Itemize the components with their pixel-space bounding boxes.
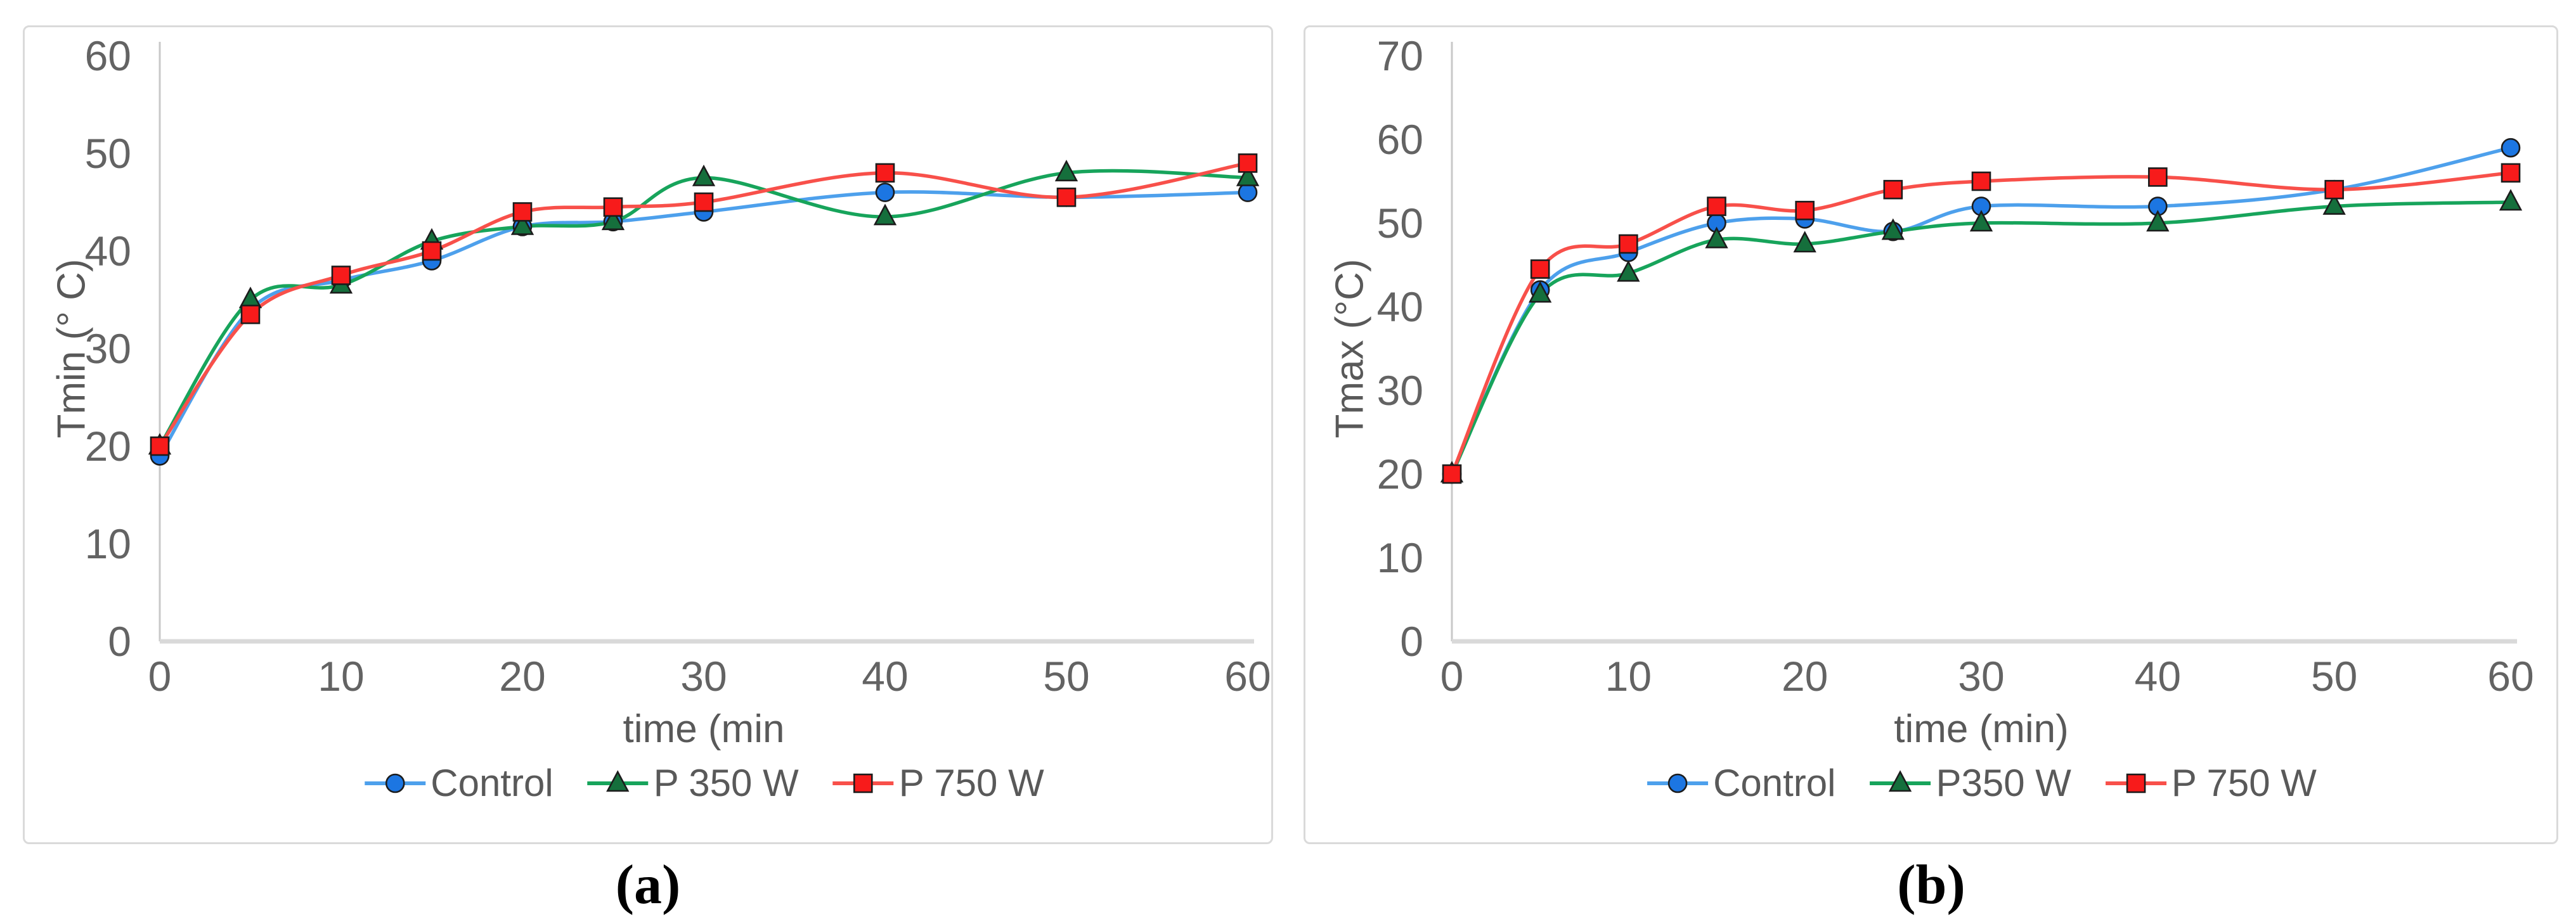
panel-caption-b: (b)	[1897, 854, 1965, 916]
legend-label: P350 W	[1936, 762, 2071, 804]
x-axis-title-a: time (min	[623, 707, 785, 751]
series-line	[1450, 146, 2513, 476]
triangle-legend-marker-icon	[1870, 769, 1931, 792]
y-tick-label: 30	[85, 325, 131, 372]
y-tick-label: 40	[1377, 283, 1423, 330]
y-axis-title-tmin: Tmin (° C)	[49, 259, 94, 439]
y-tick-label: 10	[1377, 534, 1423, 581]
y-tick-label: 50	[85, 130, 131, 177]
y-tick-label: 0	[108, 618, 131, 665]
x-tick-label: 0	[1440, 653, 1464, 700]
legend-a: Control P 350 W P 750 W	[363, 761, 1044, 805]
y-axis-title-tmax: Tmax (°C)	[1328, 259, 1372, 439]
legend-item: Control	[363, 761, 553, 805]
x-tick-label: 20	[499, 653, 545, 700]
circle-legend-marker-icon	[1647, 773, 1709, 793]
y-tick-label: 20	[1377, 451, 1423, 497]
x-tick-label: 0	[148, 653, 172, 700]
series-line	[1450, 200, 2513, 476]
x-tick-label: 60	[2487, 653, 2534, 700]
y-tick-label: 10	[85, 520, 131, 567]
x-axis-title-b: time (min)	[1894, 707, 2069, 751]
y-tick-label: 60	[85, 32, 131, 79]
circle-legend-marker-icon	[365, 773, 426, 793]
legend-item: P 350 W	[586, 761, 799, 805]
y-tick-label: 0	[1400, 618, 1423, 665]
x-tick-label: 50	[2311, 653, 2357, 700]
legend-label: P 750 W	[898, 762, 1044, 804]
x-tick-label: 60	[1224, 653, 1271, 700]
y-tick-label: 40	[85, 228, 131, 274]
chart-panel-a: 0 10 20 30 40 50 60 0 10 20 30 40 50 60 Tmin (° C) ti…	[23, 25, 1273, 844]
square-legend-marker-icon	[832, 773, 894, 793]
series-line	[1450, 171, 2513, 476]
series-markers	[150, 153, 1258, 456]
x-tick-label: 40	[862, 653, 908, 700]
legend-item: Control	[1646, 761, 1835, 805]
y-tick-label: 50	[1377, 200, 1423, 247]
series-markers	[150, 183, 1258, 466]
y-tick-label: 60	[1377, 116, 1423, 163]
chart-panel-b: 0 10 20 30 40 50 60 70 0 10 20 30 40 50 60 Tmax (°C) t…	[1304, 25, 2558, 844]
x-tick-label: 50	[1043, 653, 1089, 700]
legend-b: Control P350 W P 750 W	[1646, 761, 2317, 805]
panel-caption-a: (a)	[615, 854, 681, 916]
series-line	[158, 169, 1250, 448]
y-tick-label: 20	[85, 423, 131, 470]
x-tick-label: 10	[1605, 653, 1652, 700]
y-tick-label: 70	[1377, 32, 1423, 79]
x-tick-label: 20	[1782, 653, 1828, 700]
legend-item: P350 W	[1868, 761, 2071, 805]
square-legend-marker-icon	[2105, 773, 2166, 793]
tmin-chart-svg: 0 10 20 30 40 50 60 0 10 20 30 40 50 60	[85, 32, 1271, 700]
y-tick-label: 30	[1377, 367, 1423, 414]
triangle-legend-marker-icon	[587, 769, 649, 792]
legend-label: Control	[430, 762, 553, 804]
legend-label: P 350 W	[653, 762, 799, 804]
x-tick-label: 40	[2135, 653, 2181, 700]
x-tick-label: 30	[680, 653, 727, 700]
x-tick-label: 30	[1958, 653, 2004, 700]
series-line	[158, 190, 1250, 458]
legend-label: Control	[1713, 762, 1836, 804]
x-tick-label: 10	[318, 653, 364, 700]
series-markers	[1442, 163, 2521, 484]
tmax-chart-svg: 0 10 20 30 40 50 60 70 0 10 20 30 40 50 60	[1377, 32, 2534, 700]
legend-item: P 750 W	[832, 761, 1044, 805]
legend-label: P 750 W	[2171, 762, 2317, 804]
series-markers	[1440, 189, 2523, 483]
legend-item: P 750 W	[2104, 761, 2317, 805]
